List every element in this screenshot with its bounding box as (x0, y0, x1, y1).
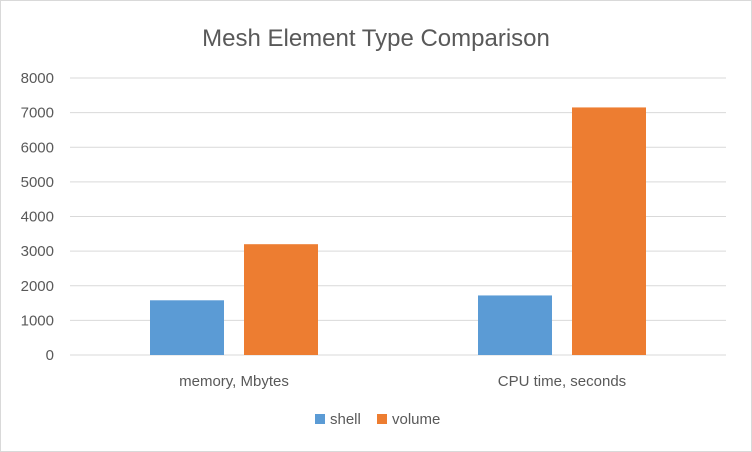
legend-label-volume: volume (392, 411, 440, 428)
y-tick-label: 7000 (21, 105, 54, 122)
y-axis-ticks: 0 1000 2000 3000 4000 5000 6000 7000 8000 (21, 70, 54, 364)
bar-shell (150, 300, 224, 355)
y-tick-label: 5000 (21, 174, 54, 191)
bar-volume (244, 244, 318, 355)
legend-swatch-volume (377, 414, 387, 424)
legend: shell volume (315, 411, 440, 428)
y-tick-label: 2000 (21, 278, 54, 295)
y-tick-label: 1000 (21, 312, 54, 329)
y-tick-label: 3000 (21, 243, 54, 260)
x-category-label: memory, Mbytes (179, 373, 289, 390)
bars (150, 107, 646, 356)
x-category-label: CPU time, seconds (498, 373, 626, 390)
bar-shell (478, 295, 552, 355)
y-tick-label: 6000 (21, 139, 54, 156)
y-tick-label: 8000 (21, 70, 54, 87)
chart-title: Mesh Element Type Comparison (202, 25, 550, 52)
y-tick-label: 4000 (21, 209, 54, 226)
x-axis-categories: memory, Mbytes CPU time, seconds (179, 373, 626, 390)
legend-swatch-shell (315, 414, 325, 424)
legend-label-shell: shell (330, 411, 361, 428)
y-tick-label: 0 (46, 347, 54, 364)
bar-volume (572, 107, 646, 356)
